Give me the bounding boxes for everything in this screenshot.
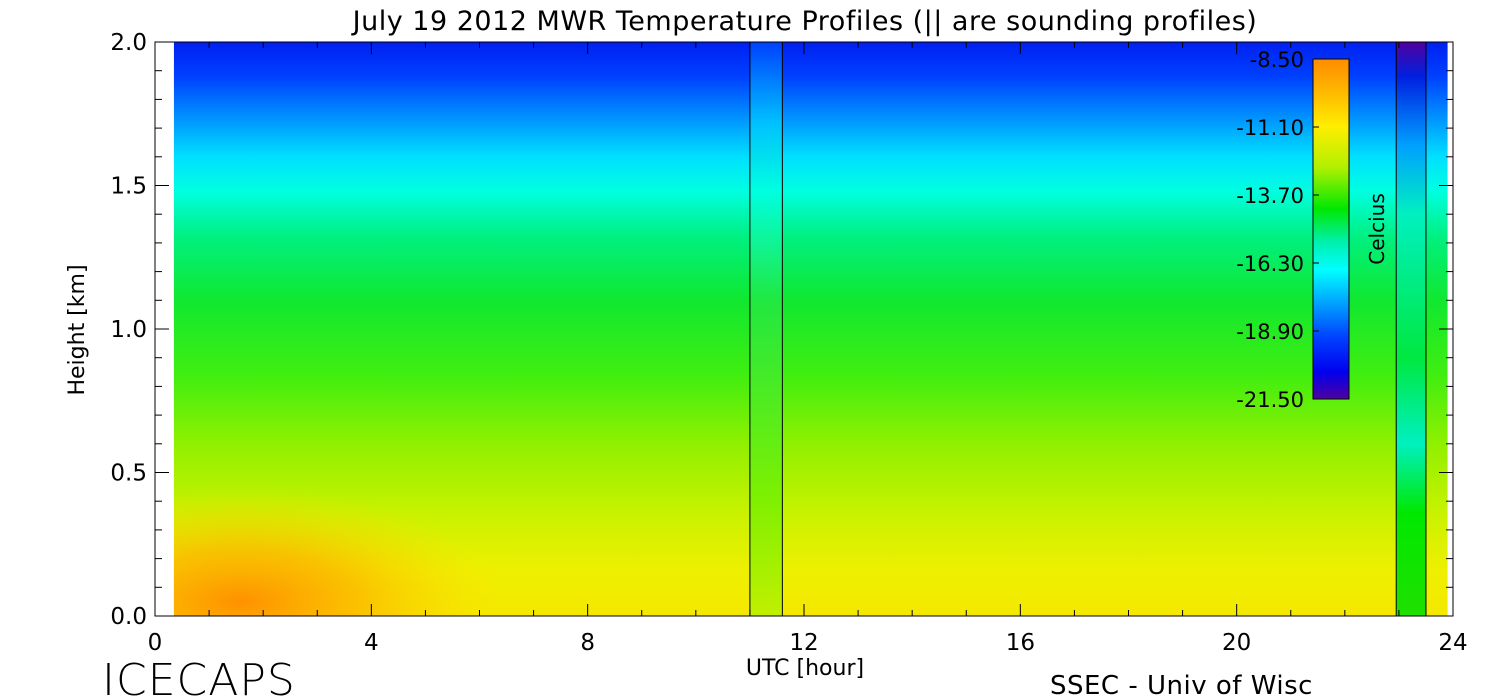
footer-left-logo-text: ICECAPS: [102, 655, 296, 700]
chart-title: July 19 2012 MWR Temperature Profiles (|…: [351, 6, 1258, 37]
y-tick-label: 0.5: [110, 461, 147, 487]
y-axis-label: Height [km]: [65, 264, 90, 395]
x-axis-label: UTC [hour]: [746, 656, 864, 681]
colorbar-label: Celcius: [1365, 193, 1389, 264]
x-tick-label: 0: [148, 630, 163, 656]
y-tick-label: 1.5: [110, 174, 147, 200]
x-axis: 0 4 8 12 16 20 24: [148, 42, 1468, 656]
colorbar-tick-label: -13.70: [1236, 184, 1304, 208]
sounding-profiles: [749, 42, 1427, 616]
y-tick-label: 2.0: [110, 30, 147, 56]
x-tick-label: 24: [1438, 630, 1467, 656]
heatmap-field: [173, 42, 1448, 616]
x-tick-label: 12: [789, 630, 818, 656]
heatmap-warm-region: [173, 472, 507, 616]
x-tick-label: 8: [580, 630, 595, 656]
y-tick-label: 0.0: [110, 604, 147, 630]
x-tick-label: 20: [1222, 630, 1251, 656]
footer-right-text: SSEC - Univ of Wisc: [1050, 671, 1313, 700]
sounding-profile-column: [749, 42, 783, 616]
colorbar-tick-label: -11.10: [1236, 116, 1304, 140]
colorbar-tick-label: -21.50: [1236, 388, 1304, 412]
x-tick-label: 4: [364, 630, 379, 656]
sounding-profile-column: [1396, 42, 1426, 616]
colorbar-tick-label: -18.90: [1236, 320, 1304, 344]
colorbar-tick-label: -16.30: [1236, 252, 1304, 276]
x-tick-label: 16: [1006, 630, 1035, 656]
colorbar: Celcius -8.50 -11.10 -13.70 -16.30 -18.90 -21…: [1236, 48, 1389, 412]
colorbar-strip: [1312, 58, 1350, 400]
y-tick-label: 1.0: [110, 317, 147, 343]
colorbar-tick-label: -8.50: [1250, 48, 1304, 72]
y-axis: 0.0 0.5 1.0 1.5 2.0: [110, 30, 1453, 630]
